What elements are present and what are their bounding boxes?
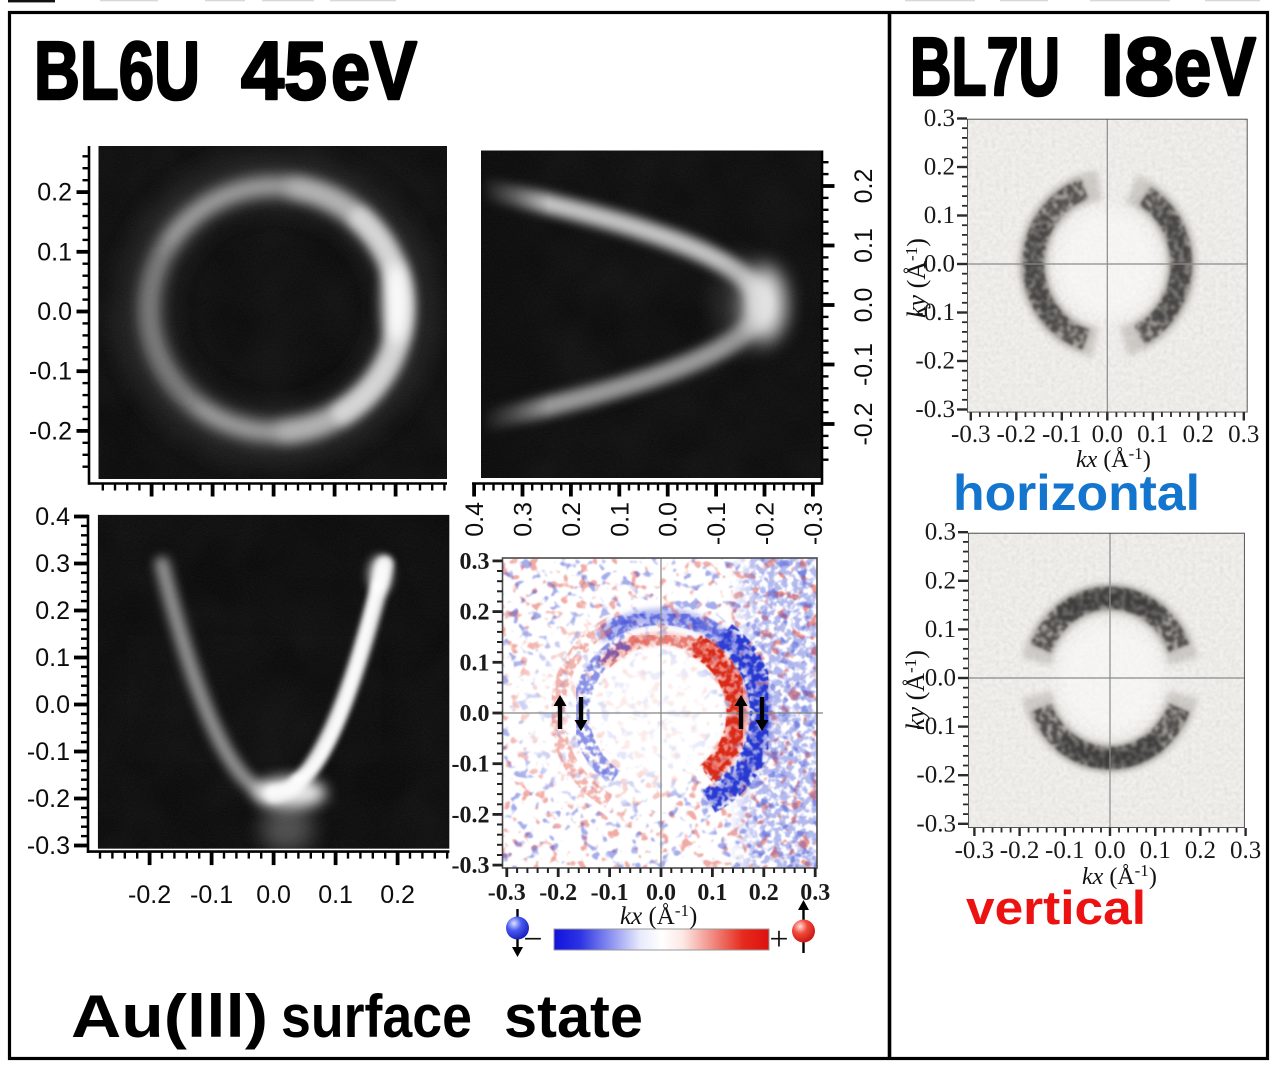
svg-text:-0.2: -0.2 [452,802,490,828]
svg-text:-0.3: -0.3 [27,832,70,860]
svg-text:eV: eV [331,24,417,117]
svg-text:BL7U: BL7U [910,20,1060,113]
svg-text:0.3: 0.3 [35,550,70,578]
svg-text:-0.2: -0.2 [539,880,577,906]
svg-text:state: state [504,983,643,1050]
svg-text:-0.2: -0.2 [850,402,878,445]
svg-text:0.2: 0.2 [850,169,878,204]
svg-text:-0.2: -0.2 [1000,837,1040,864]
svg-text:-0.2: -0.2 [27,785,70,813]
svg-text:-0.1: -0.1 [29,358,72,386]
svg-text:0.0: 0.0 [655,502,683,537]
svg-text:0.2: 0.2 [35,597,70,625]
svg-text:-0.3: -0.3 [800,502,828,545]
svg-text:0.0: 0.0 [850,288,878,323]
svg-text:0.0: 0.0 [1094,837,1125,864]
svg-text:0.3: 0.3 [800,880,830,906]
svg-text:0.1: 0.1 [35,644,70,672]
svg-text:0.2: 0.2 [924,154,955,181]
svg-text:0.3: 0.3 [460,549,490,575]
svg-text:0.3: 0.3 [924,105,955,132]
svg-text:0.1: 0.1 [850,228,878,263]
svg-text:vertical: vertical [966,881,1146,934]
svg-text:0.2: 0.2 [925,567,956,594]
svg-text:0.2: 0.2 [1185,837,1216,864]
svg-text:-0.1: -0.1 [703,502,731,545]
svg-text:-0.2: -0.2 [752,502,780,545]
svg-text:0.0: 0.0 [35,691,70,719]
svg-text:0.2: 0.2 [380,881,415,909]
svg-text:+: + [769,921,788,958]
svg-text:-0.3: -0.3 [951,421,991,448]
svg-text:-0.3: -0.3 [488,880,526,906]
svg-text:-0.3: -0.3 [955,837,995,864]
svg-text:-0.1: -0.1 [591,880,629,906]
svg-text:0.3: 0.3 [1230,837,1261,864]
svg-text:0.1: 0.1 [606,502,634,537]
svg-text:Au(lll): Au(lll) [71,983,268,1050]
svg-text:0.0: 0.0 [1092,421,1123,448]
svg-text:-0.1: -0.1 [27,738,70,766]
svg-text:0.1: 0.1 [318,881,353,909]
svg-text:-0.2: -0.2 [29,417,72,445]
svg-text:-0.1: -0.1 [1042,421,1082,448]
svg-text:horizontal: horizontal [953,465,1200,521]
svg-text:0.2: 0.2 [1183,421,1214,448]
svg-text:0.3: 0.3 [925,519,956,546]
svg-text:-0.2: -0.2 [915,348,955,375]
svg-text:-0.2: -0.2 [916,762,956,789]
svg-text:0.1: 0.1 [37,238,72,266]
svg-text:-0.2: -0.2 [128,881,171,909]
svg-text:0.0: 0.0 [460,701,490,727]
svg-text:45: 45 [241,24,327,117]
svg-text:-0.3: -0.3 [452,853,490,879]
svg-text:0.1: 0.1 [924,202,955,229]
svg-text:0.0: 0.0 [256,881,291,909]
svg-text:0.4: 0.4 [35,503,70,531]
svg-text:-0.1: -0.1 [915,299,955,326]
svg-text:-0.1: -0.1 [850,343,878,386]
svg-text:0.0: 0.0 [37,298,72,326]
svg-text:0.1: 0.1 [460,650,490,676]
svg-text:0.2: 0.2 [749,880,779,906]
svg-text:kx (Å-1): kx (Å-1) [620,901,697,930]
svg-text:0.0: 0.0 [924,251,955,278]
svg-text:0.1: 0.1 [1140,837,1171,864]
svg-text:0.1: 0.1 [697,880,727,906]
svg-text:0.0: 0.0 [925,665,956,692]
svg-text:-0.2: -0.2 [997,421,1037,448]
svg-text:0.1: 0.1 [925,616,956,643]
svg-text:0.3: 0.3 [510,502,538,537]
svg-text:0.3: 0.3 [1228,421,1259,448]
svg-text:-0.3: -0.3 [915,396,955,423]
svg-text:l8: l8 [1100,20,1174,113]
svg-text:ky (Å-1): ky (Å-1) [901,650,930,730]
svg-text:0.0: 0.0 [646,880,676,906]
svg-text:-0.1: -0.1 [452,752,490,778]
svg-text:BL6U: BL6U [34,24,200,117]
svg-text:eV: eV [1174,20,1256,113]
svg-text:0.4: 0.4 [461,502,489,537]
svg-text:-0.1: -0.1 [190,881,233,909]
svg-text:0.1: 0.1 [1137,421,1168,448]
svg-text:surface: surface [281,983,472,1050]
svg-text:0.2: 0.2 [37,179,72,207]
svg-text:-0.1: -0.1 [916,713,956,740]
svg-text:-0.3: -0.3 [916,810,956,837]
svg-text:0.2: 0.2 [558,502,586,537]
svg-text:-0.1: -0.1 [1045,837,1085,864]
svg-text:0.2: 0.2 [460,600,490,626]
